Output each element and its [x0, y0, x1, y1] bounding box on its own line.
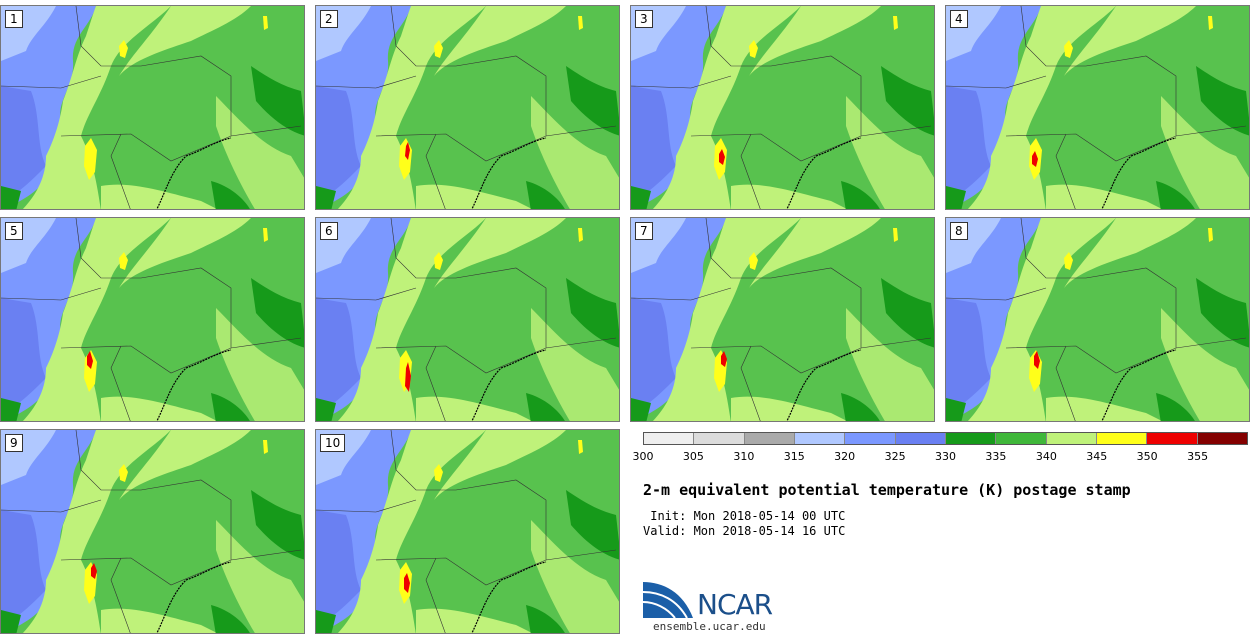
member-panel-4: 4	[945, 5, 1250, 210]
colorbar-tick-label: 310	[733, 450, 755, 463]
colorbar-segment	[1197, 433, 1247, 444]
figure-title: 2-m equivalent potential temperature (K)…	[643, 481, 1131, 499]
colorbar-ticks: 300 305 310 315 320 325 330 335 340 345 350 355	[633, 450, 1248, 466]
colorbar-tick-label: 300	[632, 450, 654, 463]
theta-e-map	[316, 430, 619, 633]
member-panel-2: 2	[315, 5, 620, 210]
colorbar-segment	[945, 433, 997, 444]
colorbar	[643, 432, 1248, 445]
colorbar-segment	[1046, 433, 1097, 444]
theta-e-map	[1, 430, 304, 633]
colorbar-segment	[694, 433, 745, 444]
colorbar-segment	[845, 433, 896, 444]
panel-label: 6	[320, 222, 338, 240]
panel-label: 7	[635, 222, 653, 240]
colorbar-segment	[794, 433, 846, 444]
colorbar-tick-label: 305	[682, 450, 704, 463]
colorbar-segment	[744, 433, 795, 444]
member-panel-7: 7	[630, 217, 935, 422]
member-panel-3: 3	[630, 5, 935, 210]
colorbar-tick-label: 345	[1086, 450, 1108, 463]
colorbar-tick-label: 335	[985, 450, 1007, 463]
panel-label: 9	[5, 434, 23, 452]
panel-label: 5	[5, 222, 23, 240]
logo-url[interactable]: ensemble.ucar.edu	[653, 620, 766, 633]
colorbar-segment	[1147, 433, 1198, 444]
theta-e-map	[1, 218, 304, 421]
init-time: Init: Mon 2018-05-14 00 UTC	[643, 509, 846, 523]
ncar-logo-icon	[643, 582, 693, 619]
panel-label: 4	[950, 10, 968, 28]
panel-label: 8	[950, 222, 968, 240]
theta-e-map	[631, 6, 934, 209]
colorbar-segment	[996, 433, 1047, 444]
theta-e-map	[946, 6, 1249, 209]
theta-e-map	[631, 218, 934, 421]
panel-label: 3	[635, 10, 653, 28]
colorbar-tick-label: 330	[935, 450, 956, 463]
colorbar-segment	[1096, 433, 1148, 444]
member-panel-10: 10	[315, 429, 620, 634]
colorbar-tick-label: 355	[1187, 450, 1209, 463]
panel-label: 1	[5, 10, 23, 28]
member-panel-9: 9	[0, 429, 305, 634]
member-panel-1: 1	[0, 5, 305, 210]
colorbar-tick-label: 340	[1035, 450, 1057, 463]
member-panel-5: 5	[0, 217, 305, 422]
theta-e-map	[1, 6, 304, 209]
panel-label: 2	[320, 10, 338, 28]
theta-e-map	[946, 218, 1249, 421]
colorbar-segment	[895, 433, 946, 444]
panel-label: 10	[320, 434, 346, 452]
theta-e-map	[316, 6, 619, 209]
colorbar-tick-label: 325	[884, 450, 906, 463]
colorbar-tick-label: 350	[1136, 450, 1158, 463]
valid-time: Valid: Mon 2018-05-14 16 UTC	[643, 524, 846, 538]
colorbar-tick-label: 315	[783, 450, 805, 463]
theta-e-map	[316, 218, 619, 421]
logo-name: NCAR	[697, 588, 773, 621]
colorbar-tick-label: 320	[834, 450, 856, 463]
time-info: Init: Mon 2018-05-14 00 UTC Valid: Mon 2…	[643, 509, 845, 539]
member-panel-8: 8	[945, 217, 1250, 422]
member-panel-6: 6	[315, 217, 620, 422]
colorbar-segment	[644, 433, 695, 444]
